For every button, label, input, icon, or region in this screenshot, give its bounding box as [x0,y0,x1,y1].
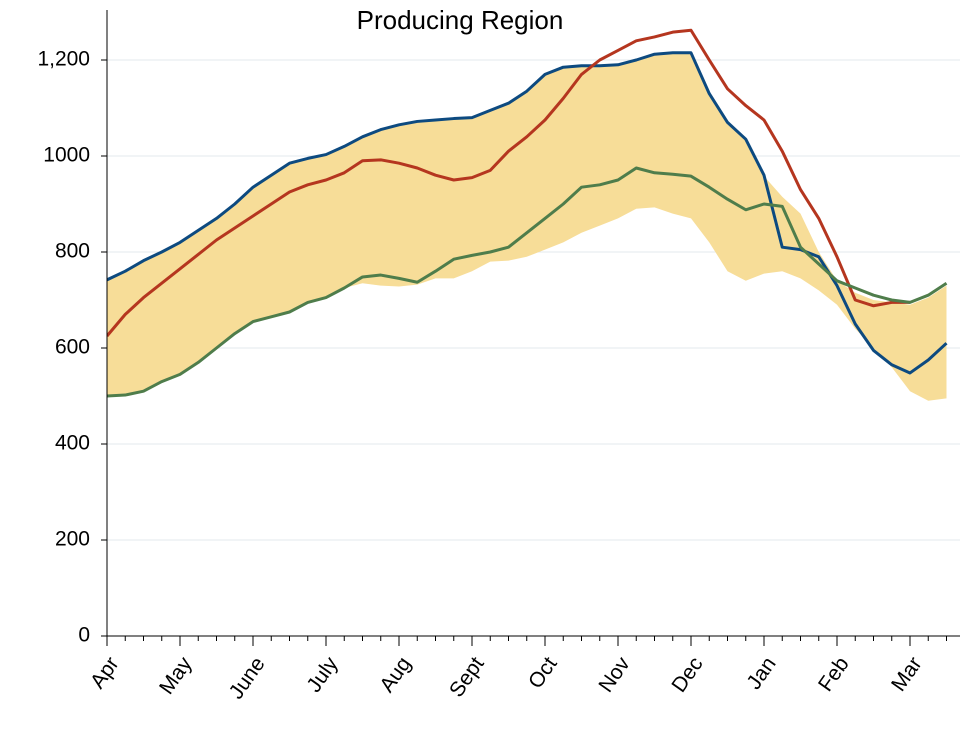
series-line [107,28,910,337]
x-tick-label: Aug [375,653,415,697]
x-tick-label: July [302,652,343,696]
y-tick-label: 400 [55,432,90,455]
x-tick-label: May [155,652,197,698]
x-tick-label: Sept [445,653,489,702]
x-tick-label: June [225,653,270,704]
y-tick-label: 0 [78,624,90,647]
series-line [107,166,948,398]
x-tick-label: Feb [814,653,854,696]
y-tick-label: 1000 [43,144,90,167]
x-tick-label: Mar [887,653,927,696]
y-tick-label: 200 [55,528,90,551]
x-tick-label: Oct [524,653,562,693]
x-tick-label: Dec [667,653,707,697]
y-tick-label: 800 [55,240,90,263]
range-band [107,53,947,401]
x-tick-label: Jan [742,653,780,694]
y-tick-label: 1,200 [37,48,90,71]
x-tick-label: Nov [594,652,635,696]
chart-title: Producing Region [357,5,564,35]
x-tick-label: Apr [86,653,124,693]
y-tick-label: 600 [55,336,90,359]
